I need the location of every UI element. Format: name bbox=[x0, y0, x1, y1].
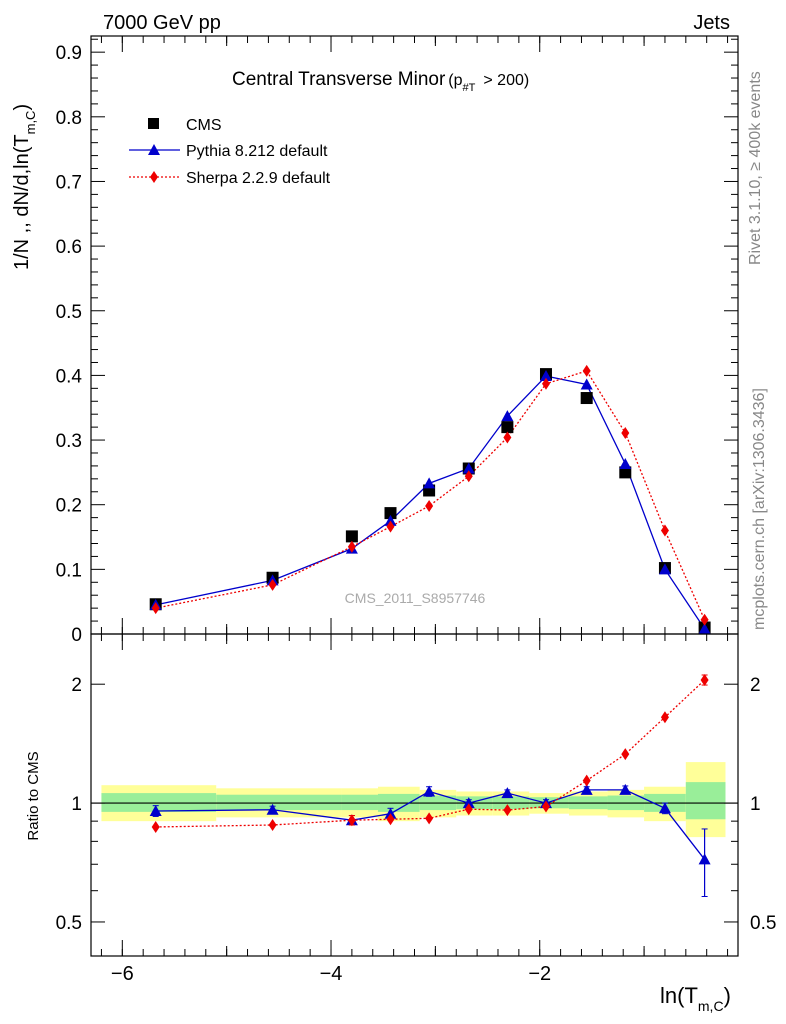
ratio-data-point bbox=[386, 813, 395, 826]
ratio-data-point bbox=[658, 802, 671, 814]
header-left: 7000 GeV pp bbox=[103, 12, 221, 34]
main-y-tick-label: 0 bbox=[71, 625, 82, 646]
ratio-data-point bbox=[541, 800, 550, 813]
ratio-uncertainty-bands bbox=[91, 762, 738, 838]
ratio-data-point bbox=[462, 797, 475, 809]
main-series-line bbox=[155, 370, 706, 621]
ratio-data-point bbox=[660, 711, 669, 724]
x-tick-label: −4 bbox=[320, 963, 343, 985]
main-title: Central Transverse Minor (p#T > 200) bbox=[232, 69, 529, 94]
legend-marker-cms bbox=[148, 118, 159, 129]
main-data-point bbox=[384, 507, 397, 520]
legend-marker-sherpa bbox=[150, 171, 158, 183]
legend-label-sherpa: Sherpa 2.2.9 default bbox=[186, 170, 331, 187]
main-data-point bbox=[580, 378, 593, 390]
main-data-point bbox=[345, 530, 358, 543]
main-data-point bbox=[501, 421, 514, 434]
main-data-point bbox=[464, 470, 473, 483]
ratio-series-line bbox=[155, 789, 706, 860]
ratio-y-tick-label-right: 1 bbox=[750, 794, 761, 815]
legend-label-pythia: Pythia 8.212 default bbox=[186, 143, 328, 160]
main-data-point bbox=[700, 613, 709, 626]
ratio-data-point bbox=[347, 814, 356, 827]
main-y-tick-label: 0.8 bbox=[56, 108, 82, 129]
main-series-line bbox=[155, 375, 706, 630]
main-y-tick-label: 0.1 bbox=[56, 560, 82, 581]
ratio-y-tick-label-left: 1 bbox=[71, 794, 82, 815]
ratio-data-point bbox=[700, 673, 709, 686]
ratio-data-point bbox=[149, 804, 162, 816]
ratio-plot-series bbox=[149, 673, 711, 898]
main-data-point bbox=[425, 499, 434, 512]
ratio-data-point bbox=[384, 807, 397, 819]
main-data-point bbox=[660, 524, 669, 537]
main-data-point bbox=[384, 514, 397, 526]
header-right: Jets bbox=[693, 12, 730, 34]
main-axis-ticks: 0 0.1 0.2 0.3 0.4 0.5 0.6 0.7 0.8 0.9 bbox=[56, 36, 738, 646]
main-y-tick-label: 0.3 bbox=[56, 431, 82, 452]
legend-label-cms: CMS bbox=[186, 117, 222, 134]
main-data-point bbox=[619, 457, 632, 469]
main-y-tick-label: 0.2 bbox=[56, 496, 82, 517]
main-data-point bbox=[539, 370, 552, 382]
ratio-data-point bbox=[268, 819, 277, 832]
main-data-point bbox=[423, 477, 436, 489]
main-data-point bbox=[541, 377, 550, 390]
ratio-band-green bbox=[216, 794, 342, 811]
main-data-point bbox=[501, 410, 514, 422]
main-data-point bbox=[621, 426, 630, 439]
ratio-data-point bbox=[425, 812, 434, 825]
main-data-point bbox=[462, 462, 475, 474]
main-y-tick-label: 0.5 bbox=[56, 302, 82, 323]
ratio-data-point bbox=[580, 783, 593, 795]
ratio-data-point bbox=[464, 803, 473, 816]
main-data-point bbox=[658, 563, 671, 575]
ratio-y-axis-label: Ratio to CMS bbox=[25, 751, 42, 840]
x-axis-label: ln(Tm,C) bbox=[660, 983, 731, 1014]
main-data-point bbox=[580, 392, 593, 405]
legend-marker-pythia bbox=[148, 144, 160, 155]
ratio-data-point bbox=[151, 820, 160, 833]
ratio-series-line bbox=[155, 679, 706, 828]
ratio-data-point bbox=[619, 783, 632, 795]
ratio-band-green bbox=[685, 782, 726, 820]
ratio-data-point bbox=[698, 853, 711, 865]
main-data-point bbox=[268, 578, 277, 591]
ratio-axis-ticks: −6 −4 −2 0.5 0.5 1 1 2 2 bbox=[56, 634, 776, 985]
ratio-data-point bbox=[423, 785, 436, 797]
main-y-tick-label: 0.9 bbox=[56, 43, 82, 64]
ratio-data-point bbox=[503, 804, 512, 817]
main-data-point bbox=[582, 364, 591, 377]
ratio-y-tick-label-right: 0.5 bbox=[750, 913, 776, 934]
ratio-band-green bbox=[341, 794, 378, 811]
main-data-point bbox=[503, 431, 512, 444]
ratio-data-point bbox=[266, 803, 279, 815]
rivet-label: Rivet 3.1.10, ≥ 400k events bbox=[747, 71, 764, 265]
x-tick-label: −6 bbox=[111, 963, 134, 985]
main-y-tick-label: 0.6 bbox=[56, 237, 82, 258]
main-plot-series bbox=[149, 364, 711, 634]
main-data-point bbox=[698, 622, 711, 634]
main-data-point bbox=[347, 540, 356, 553]
main-data-point bbox=[386, 520, 395, 533]
ratio-y-tick-label-left: 0.5 bbox=[56, 913, 82, 934]
ratio-y-tick-label-left: 2 bbox=[71, 675, 82, 696]
main-data-point bbox=[619, 466, 632, 479]
main-y-tick-label: 0.4 bbox=[56, 366, 83, 387]
main-y-tick-label: 0.7 bbox=[56, 172, 82, 193]
mcplots-label: mcplots.cern.ch [arXiv:1306.3436] bbox=[751, 388, 768, 630]
analysis-watermark: CMS_2011_S8957746 bbox=[345, 590, 486, 606]
main-y-axis-label: 1/N ,, dN/d,ln(Tm,C) bbox=[11, 104, 38, 270]
ratio-y-tick-label-right: 2 bbox=[750, 675, 761, 696]
ratio-data-point bbox=[621, 748, 630, 761]
main-data-point bbox=[151, 602, 160, 615]
ratio-data-point bbox=[501, 787, 514, 799]
x-tick-label: −2 bbox=[528, 963, 551, 985]
legend: CMS Pythia 8.212 default Sherpa 2.2.9 de… bbox=[129, 117, 331, 187]
ratio-data-point bbox=[582, 774, 591, 787]
